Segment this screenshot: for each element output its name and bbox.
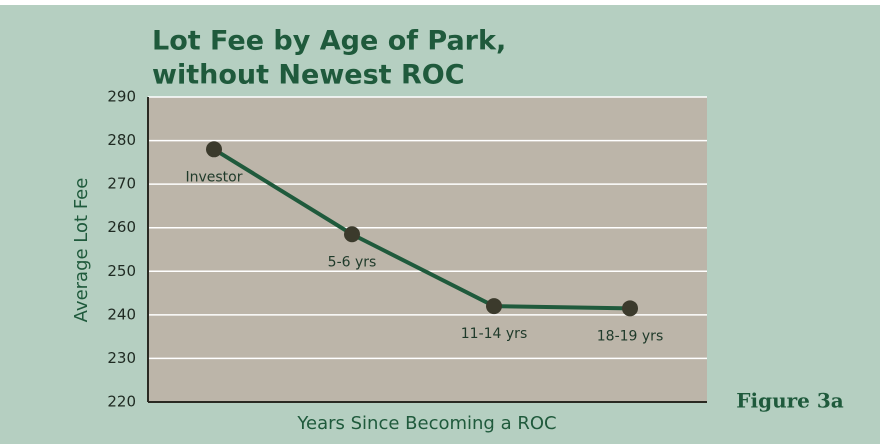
data-point (486, 298, 502, 315)
y-tick-label: 240 (107, 305, 136, 323)
y-tick-label: 260 (107, 218, 136, 236)
y-tick-label: 280 (107, 131, 136, 149)
y-tick-label: 250 (107, 262, 136, 280)
y-tick-label: 230 (107, 349, 136, 367)
data-point (206, 141, 222, 158)
point-label: 5-6 yrs (328, 254, 377, 270)
top-border (0, 0, 880, 5)
point-label: 18-19 yrs (597, 328, 663, 344)
chart-title: Lot Fee by Age of Park, (152, 26, 506, 57)
data-line (212, 147, 631, 311)
point-label: Investor (185, 169, 242, 185)
x-axis-label: Years Since Becoming a ROC (296, 413, 556, 434)
data-point (344, 226, 360, 243)
point-label: 11-14 yrs (461, 326, 527, 342)
y-tick-label: 270 (107, 175, 136, 193)
chart-title: without Newest ROC (152, 60, 465, 91)
plot-area (148, 97, 707, 402)
data-point (622, 300, 638, 317)
figure-label: Figure 3a (736, 389, 843, 413)
y-axis-label: Average Lot Fee (71, 178, 92, 323)
y-tick-label: 290 (107, 88, 136, 106)
y-tick-label: 220 (107, 393, 136, 411)
